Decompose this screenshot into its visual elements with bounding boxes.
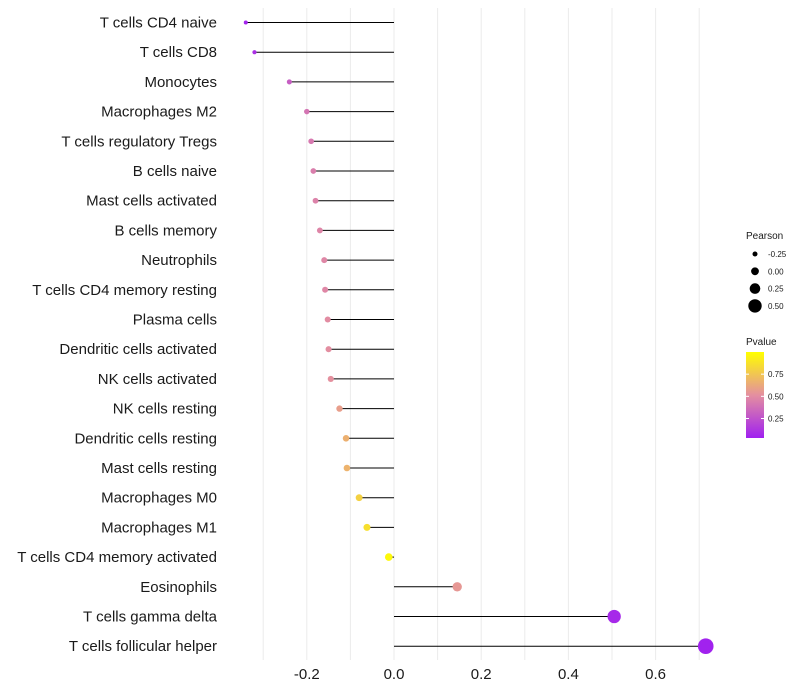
category-label: B cells memory [114, 222, 217, 239]
lollipop-point [321, 257, 328, 264]
lollipop-point [252, 50, 257, 55]
lollipop-point [355, 494, 363, 502]
stem-layer [245, 22, 706, 647]
lollipop-point [308, 138, 314, 145]
point-layer [243, 20, 714, 654]
category-label: T cells follicular helper [69, 638, 217, 655]
lollipop-point [327, 375, 334, 382]
category-label: Macrophages M0 [101, 490, 217, 507]
category-label: Macrophages M1 [101, 519, 217, 536]
legend-size-point [751, 267, 759, 276]
category-label: Dendritic cells resting [74, 430, 217, 447]
lollipop-point [697, 638, 714, 654]
lollipop-point [607, 609, 621, 624]
category-label: Mast cells activated [86, 193, 217, 210]
legend-size-point [749, 283, 761, 294]
lollipop-point [316, 227, 323, 234]
category-label: Eosinophils [140, 579, 217, 596]
category-labels: T cells CD4 naive T cells CD8 Monocytes Mac… [17, 15, 217, 656]
pvalue-color-legend: Pvalue 0.25 0.50 0.75 [746, 337, 784, 438]
lollipop-point [363, 523, 371, 531]
category-label: B cells naive [133, 163, 217, 180]
category-label: T cells CD4 memory resting [32, 282, 217, 299]
lollipop-point [384, 553, 393, 561]
pvalue-colorbar [746, 352, 764, 438]
category-label: Neutrophils [141, 252, 217, 269]
category-label: Dendritic cells activated [59, 341, 217, 358]
legend-pearson-title: Pearson [746, 231, 783, 242]
x-tick-label: 0.0 [384, 666, 405, 683]
category-label: Plasma cells [133, 312, 217, 329]
category-label: NK cells activated [98, 371, 217, 388]
lollipop-point [310, 168, 317, 174]
category-label: Mast cells resting [101, 460, 217, 477]
legend-size-label: -0.25 [768, 250, 787, 259]
colorbar-label: 0.25 [768, 414, 784, 423]
lollipop-point [324, 316, 331, 323]
lollipop-point [322, 286, 329, 293]
lollipop-point [243, 20, 248, 25]
x-tick-label: -0.2 [294, 666, 320, 683]
legend-pvalue-title: Pvalue [746, 337, 777, 348]
pearson-size-legend: Pearson -0.25 0.00 0.25 0.50 [746, 231, 787, 313]
category-label: NK cells resting [113, 401, 217, 418]
legend-size-point [752, 251, 758, 257]
x-tick-label: 0.4 [558, 666, 579, 683]
colorbar-label: 0.75 [768, 370, 784, 379]
lollipop-point [343, 464, 351, 472]
category-label: T cells CD4 naive [100, 15, 217, 32]
category-label: Monocytes [144, 74, 217, 91]
x-tick-label: 0.2 [471, 666, 492, 683]
category-label: T cells regulatory Tregs [61, 133, 217, 150]
colorbar-label: 0.50 [768, 392, 784, 401]
lollipop-point [325, 346, 332, 353]
grid-layer [262, 8, 700, 660]
legend-size-label: 0.50 [768, 302, 784, 311]
lollipop-point [304, 108, 310, 115]
lollipop-point [336, 405, 343, 412]
category-label: Macrophages M2 [101, 104, 217, 121]
x-axis-ticks: -0.2 0.0 0.2 0.4 0.6 [294, 666, 666, 683]
x-tick-label: 0.6 [645, 666, 666, 683]
legend-size-label: 0.00 [768, 267, 784, 276]
lollipop-point [452, 582, 462, 592]
category-label: T cells CD4 memory activated [17, 549, 217, 566]
lollipop-point [342, 435, 350, 442]
legend-size-point [748, 299, 762, 313]
legend-size-label: 0.25 [768, 285, 784, 294]
lollipop-point [286, 79, 292, 85]
category-label: T cells CD8 [140, 44, 217, 61]
lollipop-point [312, 197, 319, 204]
category-label: T cells gamma delta [83, 609, 218, 626]
